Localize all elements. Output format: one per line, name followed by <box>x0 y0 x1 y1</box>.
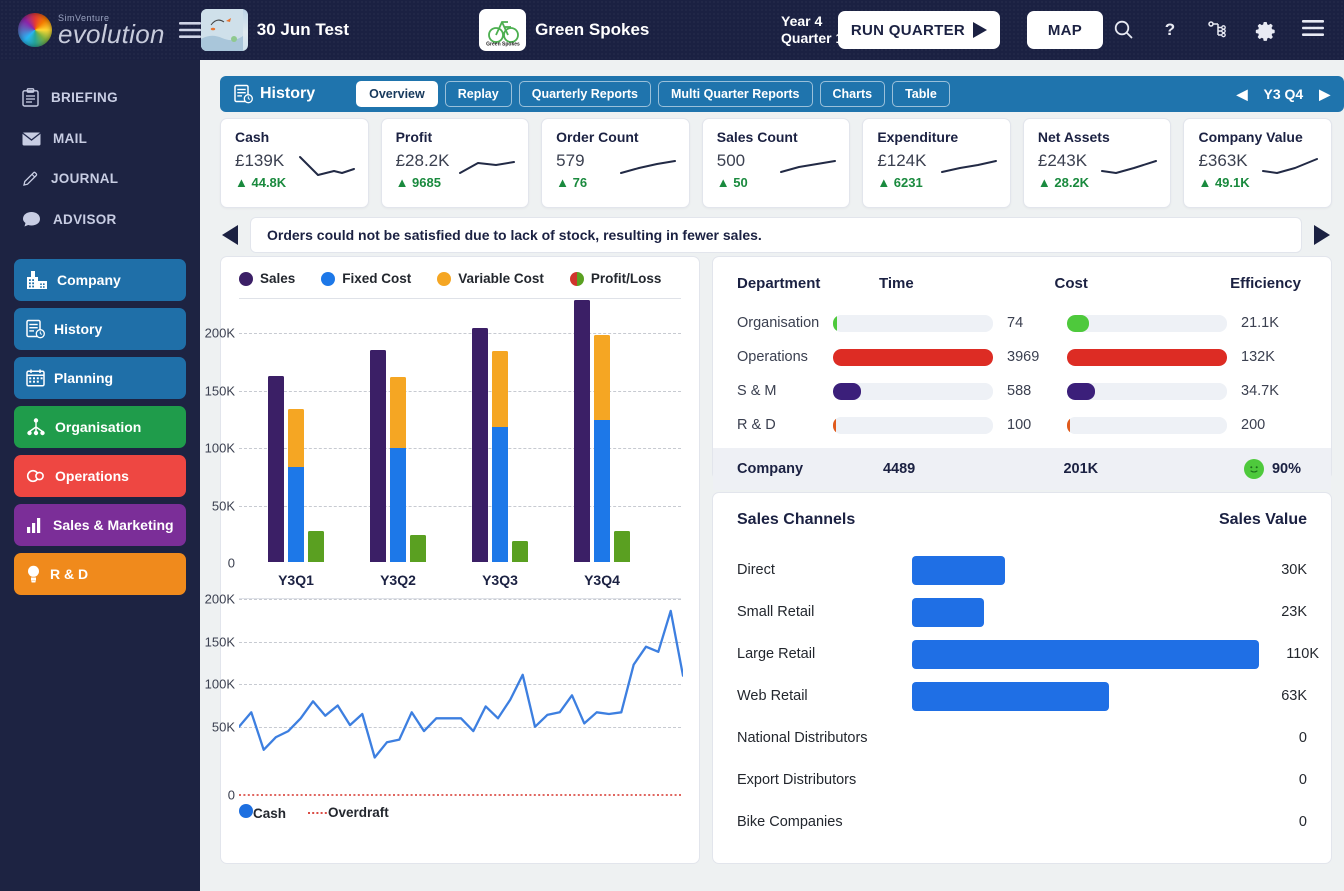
svg-text:?: ? <box>1165 20 1175 39</box>
svg-text:Green Spokes: Green Spokes <box>486 42 520 48</box>
